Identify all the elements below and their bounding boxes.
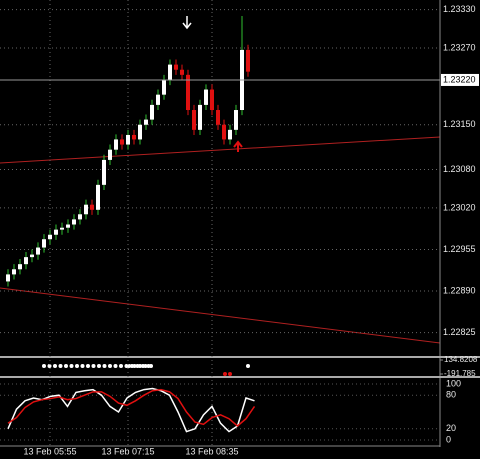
candle-body <box>96 184 100 210</box>
dot <box>143 364 148 368</box>
dot <box>228 372 232 376</box>
dot <box>86 364 90 368</box>
current-price-label: 1.23220 <box>443 74 476 84</box>
y-tick-label: 1.22825 <box>443 327 476 337</box>
candle-body <box>36 247 40 255</box>
candle-body <box>204 89 208 105</box>
dot <box>69 364 74 368</box>
candle-body <box>132 134 136 140</box>
y-tick-label: 1.23270 <box>443 42 476 52</box>
y-tick-label: 134.8208 <box>444 355 478 364</box>
dot <box>149 364 153 368</box>
candle-body <box>198 104 202 130</box>
candle-body <box>180 69 184 75</box>
arrow-marker <box>233 140 243 152</box>
series-line <box>7 387 255 433</box>
candle-body <box>24 257 28 265</box>
dot <box>223 372 227 376</box>
dot <box>80 364 85 368</box>
candle-body <box>120 139 124 145</box>
dot <box>102 364 107 368</box>
candle-body <box>210 89 214 111</box>
candle-body <box>48 234 52 240</box>
candle-body <box>102 159 106 185</box>
dot <box>246 364 250 368</box>
dot <box>132 364 137 368</box>
candle-body <box>54 229 58 235</box>
candle-body <box>222 124 226 140</box>
candle-body <box>108 149 112 160</box>
candle-body <box>144 119 148 125</box>
dot <box>64 364 68 368</box>
indicator-dots <box>42 364 250 376</box>
dot <box>75 364 79 368</box>
candle-body <box>228 129 232 140</box>
arrow-marker <box>182 16 192 30</box>
candle-body <box>66 224 70 228</box>
dot <box>53 364 57 368</box>
y-tick-label: 1.23330 <box>443 4 476 14</box>
candle-body <box>6 274 10 282</box>
trend-line <box>0 287 441 344</box>
candle-body <box>168 64 172 80</box>
x-tick-label: 13 Feb 05:55 <box>23 446 76 456</box>
dot <box>119 364 123 368</box>
y-tick-label: 20 <box>446 423 456 433</box>
candle-body <box>216 110 220 125</box>
candle-body <box>60 227 64 230</box>
candle-body <box>150 104 154 120</box>
dot <box>108 364 112 368</box>
dot <box>91 364 96 368</box>
candle-body <box>192 110 196 130</box>
y-tick-label: 1.23080 <box>443 164 476 174</box>
candle-body <box>84 204 88 215</box>
dot <box>97 364 101 368</box>
candle-body <box>30 254 34 258</box>
candle-body <box>90 204 94 210</box>
y-tick-label: 1.22890 <box>443 285 476 295</box>
y-tick-label: 1.23020 <box>443 202 476 212</box>
y-tick-label: 1.22955 <box>443 244 476 254</box>
candle-body <box>138 124 142 140</box>
series-line <box>7 388 256 427</box>
candle-body <box>42 239 46 248</box>
candle-body <box>186 74 190 111</box>
candle-body <box>72 219 76 225</box>
y-tick-label: 1.23150 <box>443 119 476 129</box>
x-tick-label: 13 Feb 07:15 <box>101 446 154 456</box>
y-tick-label: 80 <box>446 390 456 400</box>
candle-body <box>126 134 130 145</box>
dot <box>42 364 46 368</box>
y-tick-label: 0 <box>446 434 451 444</box>
candle-body <box>234 110 238 130</box>
candle-body <box>162 79 166 95</box>
y-tick-label: 100 <box>446 378 461 388</box>
x-tick-label: 13 Feb 08:35 <box>185 446 238 456</box>
y-tick-label: -191.785 <box>444 369 476 378</box>
candle-body <box>114 139 118 150</box>
trend-line <box>0 136 441 164</box>
dot <box>138 364 142 368</box>
candle-body <box>246 49 250 72</box>
candle-body <box>174 64 178 70</box>
dot <box>113 364 118 368</box>
dot <box>58 364 63 368</box>
candle-body <box>156 94 160 105</box>
candle-body <box>18 264 22 270</box>
current-price-box <box>441 73 479 86</box>
candle-body <box>78 214 82 220</box>
candle-body <box>12 269 16 275</box>
